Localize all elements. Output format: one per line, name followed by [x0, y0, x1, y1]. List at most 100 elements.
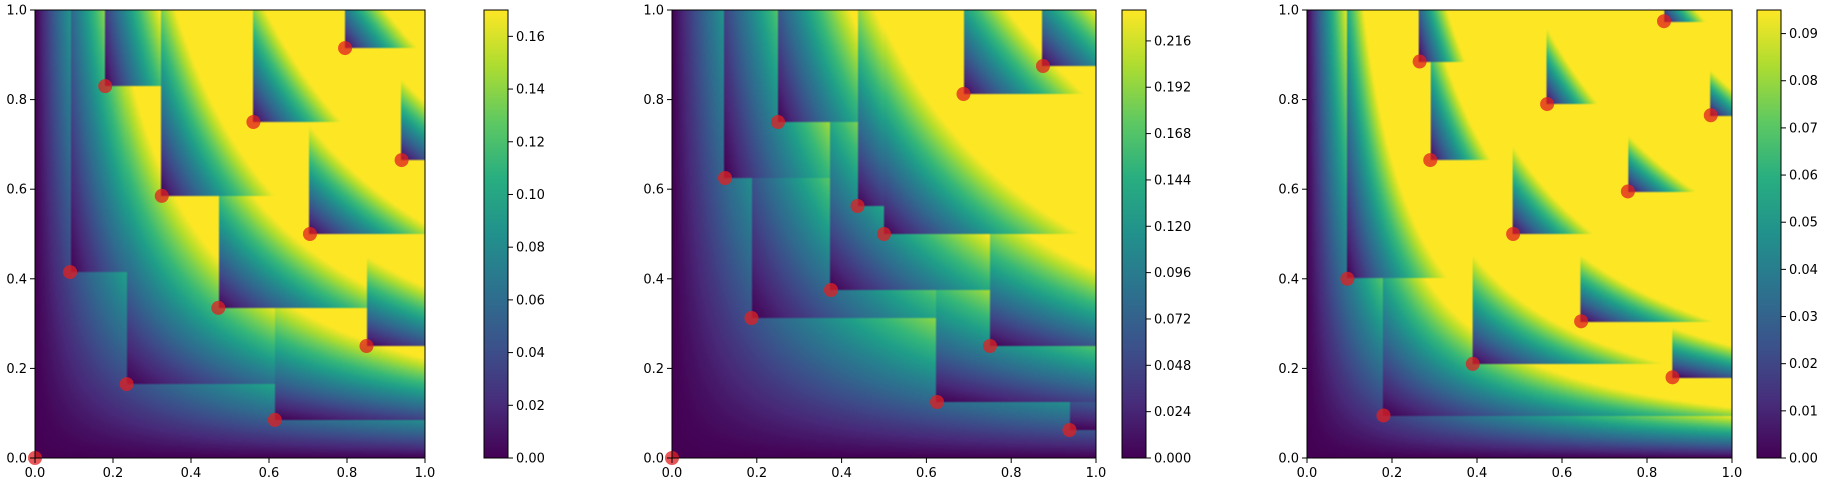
- colorbar-tick-label: 0.000: [1154, 452, 1191, 467]
- colorbar-tick-label: 0.04: [1789, 263, 1818, 278]
- x-tick-label: 0.0: [662, 466, 683, 481]
- colorbar-tick-label: 0.08: [1789, 74, 1818, 89]
- colorbar-tick-label: 0.14: [516, 83, 545, 98]
- colorbar-tick-label: 0.06: [1789, 169, 1818, 184]
- colorbar-tick-label: 0.16: [516, 30, 545, 45]
- point-marker: [1703, 108, 1718, 123]
- point-marker: [1506, 227, 1521, 241]
- colorbar: [1121, 9, 1147, 459]
- point-marker: [877, 227, 891, 241]
- x-tick-label: 1.0: [1722, 466, 1743, 481]
- point-marker: [98, 79, 113, 94]
- colorbar-tick-label: 0.024: [1154, 405, 1191, 420]
- x-tick-label: 0.6: [259, 466, 280, 481]
- point-marker: [154, 188, 169, 203]
- colorbar-tick-label: 0.12: [516, 135, 545, 150]
- y-tick-label: 0.2: [643, 362, 664, 377]
- x-tick-label: 0.0: [25, 466, 46, 481]
- colorbar-tick-label: 0.192: [1154, 81, 1191, 96]
- colorbar-tick-label: 0.06: [516, 293, 545, 308]
- y-tick-label: 0.8: [6, 93, 27, 108]
- x-tick-label: 0.2: [1382, 466, 1403, 481]
- point-marker: [983, 339, 997, 353]
- colorbar-tick-label: 0.09: [1789, 27, 1818, 42]
- point-marker: [338, 41, 353, 56]
- point-marker: [394, 153, 409, 168]
- axes-frame: [34, 9, 426, 459]
- point-marker: [246, 115, 261, 129]
- panel-2: 0.0 0.2 0.4 0.6 0.8 1.0 0.0 0.2 0.4 0.6 0.8 1.0 0.00…: [643, 4, 1191, 482]
- colorbar-tick-label: 0.04: [516, 346, 545, 361]
- y-tick-label: 0.8: [1278, 93, 1299, 108]
- x-tick-label: 1.0: [1086, 466, 1107, 481]
- y-tick-label: 0.0: [643, 452, 664, 467]
- point-marker: [267, 412, 282, 427]
- point-marker: [359, 339, 374, 353]
- y-tick-label: 0.2: [6, 362, 27, 377]
- y-tick-label: 0.4: [6, 272, 27, 287]
- point-marker: [930, 395, 944, 409]
- colorbar-tick-label: 0.168: [1154, 127, 1191, 142]
- point-marker: [850, 199, 865, 213]
- colorbar-tick-label: 0.144: [1154, 173, 1191, 188]
- x-tick-label: 0.4: [1467, 466, 1488, 481]
- y-tick-label: 1.0: [6, 4, 27, 19]
- point-marker: [302, 227, 317, 241]
- colorbar-tick-label: 0.08: [516, 241, 545, 256]
- colorbar-tick-label: 0.120: [1154, 220, 1191, 235]
- point-marker: [1657, 14, 1671, 29]
- point-marker: [1540, 97, 1555, 112]
- colorbar-tick-label: 0.00: [516, 452, 545, 467]
- x-tick-label: 0.8: [1001, 466, 1022, 481]
- y-tick-label: 0.0: [1278, 452, 1299, 467]
- colorbar-tick-label: 0.00: [1789, 452, 1818, 467]
- colorbar-tick-label: 0.072: [1154, 312, 1191, 327]
- point-marker: [1062, 423, 1077, 437]
- y-tick-label: 0.8: [643, 93, 664, 108]
- axes-frame: [671, 9, 1097, 459]
- x-tick-label: 0.8: [1637, 466, 1658, 481]
- point-marker: [1620, 184, 1635, 199]
- point-marker: [1423, 153, 1438, 168]
- x-tick-label: 0.4: [181, 466, 202, 481]
- y-tick-label: 0.6: [1278, 183, 1299, 198]
- x-tick-label: 0.0: [1297, 466, 1318, 481]
- x-tick-label: 0.6: [1552, 466, 1573, 481]
- y-tick-label: 0.0: [6, 452, 27, 467]
- point-marker: [1574, 314, 1589, 329]
- y-tick-label: 0.2: [1278, 362, 1299, 377]
- panel-3: 0.0 0.2 0.4 0.6 0.8 1.0 0.0 0.2 0.4 0.6 0.8 1.0 0.00…: [1278, 4, 1818, 482]
- colorbar: [483, 9, 509, 459]
- x-tick-label: 0.8: [337, 466, 358, 481]
- point-marker: [1036, 59, 1050, 73]
- colorbar-tick-label: 0.048: [1154, 359, 1191, 374]
- y-tick-label: 0.4: [643, 272, 664, 287]
- y-tick-label: 0.6: [643, 183, 664, 198]
- point-marker: [63, 265, 78, 280]
- colorbar-tick-label: 0.07: [1789, 121, 1818, 136]
- colorbar-tick-label: 0.03: [1789, 310, 1818, 325]
- colorbar-tick-label: 0.10: [516, 188, 545, 203]
- point-marker: [956, 87, 971, 101]
- y-tick-label: 0.6: [6, 183, 27, 198]
- point-marker: [718, 171, 732, 185]
- x-tick-label: 0.4: [831, 466, 852, 481]
- point-marker: [1376, 408, 1391, 423]
- colorbar-tick-label: 0.02: [516, 399, 545, 414]
- point-marker: [771, 115, 785, 129]
- x-tick-label: 0.2: [746, 466, 767, 481]
- x-tick-label: 0.6: [916, 466, 937, 481]
- colorbar-tick-label: 0.01: [1789, 404, 1818, 419]
- colorbar: [1756, 9, 1782, 459]
- colorbar-tick-label: 0.216: [1154, 34, 1191, 49]
- x-tick-label: 1.0: [415, 466, 436, 481]
- point-marker: [1465, 356, 1480, 371]
- point-marker: [1665, 370, 1680, 385]
- point-marker: [1412, 54, 1427, 69]
- axes-frame: [1306, 9, 1733, 459]
- colorbar-tick-label: 0.05: [1789, 216, 1818, 231]
- y-tick-label: 0.4: [1278, 272, 1299, 287]
- point-marker: [744, 311, 759, 325]
- heatmap-image: [35, 10, 425, 458]
